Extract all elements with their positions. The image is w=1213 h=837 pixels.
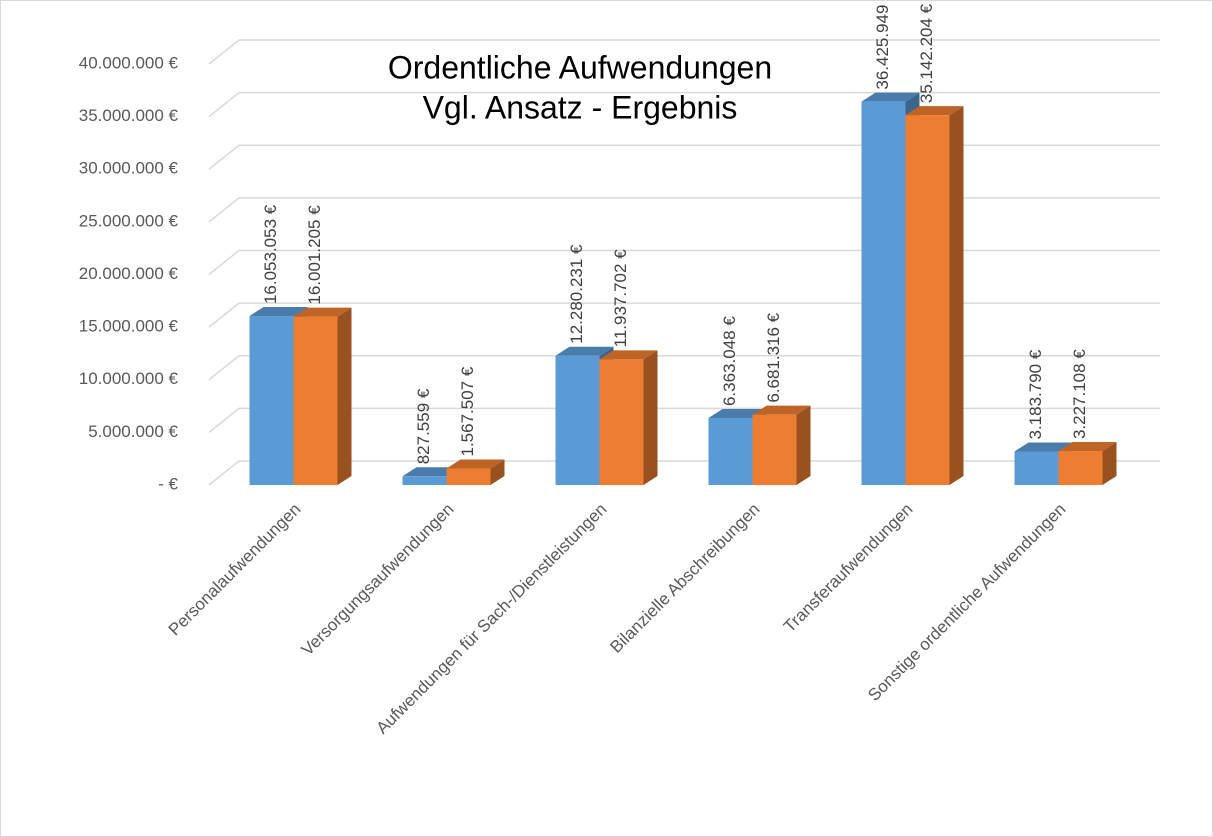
bar-top [752,405,811,415]
value-label: 12.280.231 € [567,244,586,344]
bar-front [446,468,491,485]
grid-line [208,460,1160,486]
value-label: 3.227.108 € [1070,349,1089,439]
bar-front [752,414,797,485]
bar [599,350,658,485]
chart-title: Vgl. Ansatz - Ergebnis [423,89,738,125]
grid-line [208,407,1160,433]
bar-top [402,467,461,477]
bar-front [1058,451,1103,485]
bar-front [708,418,753,485]
grid-line [208,355,1160,381]
bar-front [249,316,294,485]
bar [1058,442,1117,485]
value-label: 16.001.205 € [305,205,324,305]
grid-line [208,249,1160,276]
bar [293,307,352,485]
y-tick-label: 10.000.000 € [79,369,179,388]
value-label: 827.559 € [414,388,433,464]
grid-line [208,197,1160,223]
grid-line [208,91,1160,118]
value-label: 6.681.316 € [764,312,783,402]
bar-top [905,106,964,116]
bar-top [1014,442,1073,452]
y-tick-label: - € [158,474,178,493]
y-tick-label: 20.000.000 € [79,264,179,283]
y-tick-label: 5.000.000 € [88,422,178,441]
bar [905,106,964,486]
bar-side [643,350,658,485]
bar-front [905,115,950,486]
grid-line [208,39,1160,65]
y-tick-label: 30.000.000 € [79,159,179,178]
bar-front [861,101,906,486]
y-tick-label: 40.000.000 € [79,53,179,72]
y-tick-label: 15.000.000 € [79,317,179,336]
grid-line [208,302,1160,328]
value-label: 1.567.507 € [458,366,477,456]
bar [446,459,505,485]
bar [752,405,811,485]
value-label: 6.363.048 € [720,316,739,406]
bar-top [249,307,308,317]
bar-top [446,459,505,469]
grid-line [208,144,1160,170]
value-label: 35.142.204 € [917,3,936,103]
value-label: 3.183.790 € [1026,349,1045,439]
value-label: 11.937.702 € [611,249,630,348]
bar-side [337,307,352,485]
value-label: 16.053.053 € [261,204,280,304]
bar-front [555,355,600,485]
bar-top [861,92,920,102]
bar-front [293,316,338,485]
value-label: 36.425.949 € [873,0,892,90]
y-tick-label: 25.000.000 € [79,211,179,230]
bar-top [555,346,614,356]
bar-top [599,350,658,360]
chart-title: Ordentliche Aufwendungen [388,49,772,85]
bar-side [796,405,811,485]
bar-top [1058,442,1117,452]
bar-front [402,476,447,485]
bar-side [949,106,964,486]
bar-top [708,409,767,419]
bar-front [1014,451,1059,485]
bar-side [490,459,505,485]
bar-front [599,359,644,485]
bar-top [293,307,352,317]
bar-side [1102,442,1117,485]
y-tick-label: 35.000.000 € [79,106,179,125]
